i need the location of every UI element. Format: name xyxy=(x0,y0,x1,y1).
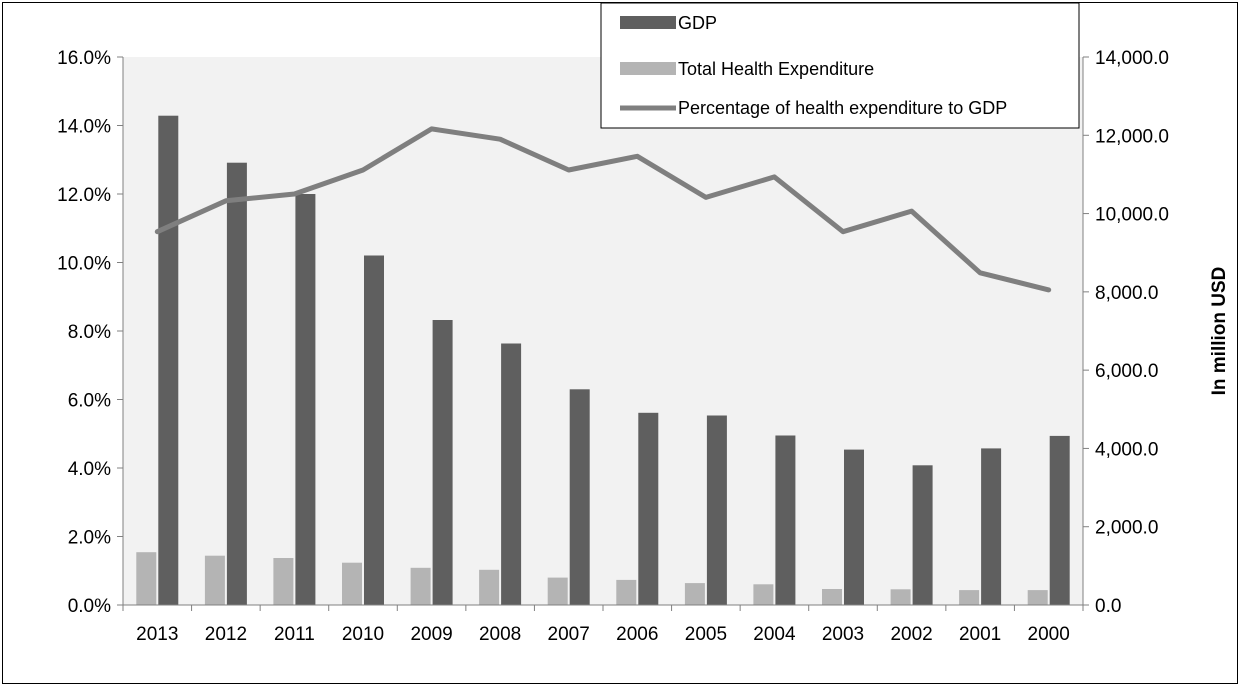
right-tick-label: 12,000.0 xyxy=(1095,126,1169,147)
right-tick-label: 8,000.0 xyxy=(1095,283,1158,304)
x-tick-label-2013: 2013 xyxy=(136,624,178,645)
bar-gdp-2008 xyxy=(501,343,522,605)
bar-total-health-expenditure-2012 xyxy=(204,555,225,605)
left-tick-label: 14.0% xyxy=(57,117,111,138)
right-tick-label: 0.0 xyxy=(1095,596,1121,617)
right-axis-title: In million USD xyxy=(1209,267,1230,396)
left-tick-label: 16.0% xyxy=(57,48,111,69)
bar-gdp-2004 xyxy=(775,435,796,605)
x-tick-label-2003: 2003 xyxy=(822,624,864,645)
left-tick-label: 4.0% xyxy=(68,459,111,480)
legend-box xyxy=(600,3,1080,129)
bar-total-health-expenditure-2010 xyxy=(342,562,362,605)
bar-gdp-2011 xyxy=(295,194,316,605)
bar-total-health-expenditure-2003 xyxy=(822,589,842,605)
bar-total-health-expenditure-2011 xyxy=(273,558,294,605)
x-tick-label-2005: 2005 xyxy=(685,624,727,645)
left-tick-label: 8.0% xyxy=(68,322,111,343)
bar-total-health-expenditure-2013 xyxy=(136,552,157,605)
x-tick-label-2008: 2008 xyxy=(479,624,521,645)
right-tick-label: 4,000.0 xyxy=(1095,439,1158,460)
bar-gdp-2013 xyxy=(158,115,179,605)
bar-total-health-expenditure-2004 xyxy=(753,584,774,605)
x-tick-label-2006: 2006 xyxy=(616,624,658,645)
legend-label-percentage: Percentage of health expenditure to GDP xyxy=(678,98,1007,118)
bar-gdp-2012 xyxy=(226,162,247,605)
legend-label-gdp: GDP xyxy=(678,13,717,33)
bar-gdp-2009 xyxy=(432,320,453,605)
bar-gdp-2001 xyxy=(981,448,1002,605)
bar-total-health-expenditure-2000 xyxy=(1027,590,1048,605)
x-tick-label-2004: 2004 xyxy=(753,624,796,645)
x-tick-label-2007: 2007 xyxy=(548,624,590,645)
line-layer xyxy=(154,126,1052,293)
x-tick-label-2000: 2000 xyxy=(1028,624,1070,645)
left-tick-label: 0.0% xyxy=(68,596,111,617)
line-percentage-of-health-expenditure-to-gdp xyxy=(154,126,1052,293)
left-tick-label: 6.0% xyxy=(68,391,111,412)
legend-swatch-total-health-expenditure xyxy=(620,62,676,75)
bar-gdp-2005 xyxy=(706,415,727,605)
bar-total-health-expenditure-2009 xyxy=(410,567,431,605)
bar-gdp-2007 xyxy=(569,389,590,605)
left-tick-label: 10.0% xyxy=(57,254,111,275)
left-tick-label: 12.0% xyxy=(57,185,111,206)
bar-total-health-expenditure-2007 xyxy=(547,577,568,605)
bar-total-health-expenditure-2001 xyxy=(959,590,980,605)
x-tick-label-2002: 2002 xyxy=(890,624,932,645)
bar-total-health-expenditure-2006 xyxy=(616,579,637,605)
bar-gdp-2006 xyxy=(638,412,659,605)
axes-layer: 0.0% 2.0% 4.0% 6.0% 8.0% 10.0% 12.0% 14.0% 16.0%… xyxy=(57,48,1169,645)
bar-total-health-expenditure-2002 xyxy=(890,589,911,605)
legend: GDP Total Health Expenditure Percentage … xyxy=(600,3,1080,129)
left-tick-label: 2.0% xyxy=(68,528,111,549)
bar-gdp-2003 xyxy=(844,449,864,605)
plot-area xyxy=(123,57,1083,605)
legend-label-total-health-expenditure: Total Health Expenditure xyxy=(678,59,874,79)
bar-gdp-2002 xyxy=(912,465,933,605)
combo-chart: 0.0% 2.0% 4.0% 6.0% 8.0% 10.0% 12.0% 14.0% 16.0%… xyxy=(57,3,1230,645)
bar-total-health-expenditure-2005 xyxy=(684,583,705,605)
legend-swatch-gdp xyxy=(620,16,676,29)
x-tick-label-2001: 2001 xyxy=(959,624,1001,645)
x-tick-label-2011: 2011 xyxy=(274,624,315,645)
right-tick-label: 10,000.0 xyxy=(1095,205,1169,226)
bars-layer xyxy=(136,115,1070,605)
bar-total-health-expenditure-2008 xyxy=(479,569,500,605)
x-tick-label-2010: 2010 xyxy=(342,624,384,645)
x-tick-label-2012: 2012 xyxy=(205,624,247,645)
bar-gdp-2010 xyxy=(364,255,384,605)
right-tick-label: 14,000.0 xyxy=(1095,48,1169,69)
bar-gdp-2000 xyxy=(1049,435,1070,605)
right-tick-label: 6,000.0 xyxy=(1095,361,1158,382)
x-tick-label-2009: 2009 xyxy=(410,624,452,645)
right-tick-label: 2,000.0 xyxy=(1095,518,1158,539)
